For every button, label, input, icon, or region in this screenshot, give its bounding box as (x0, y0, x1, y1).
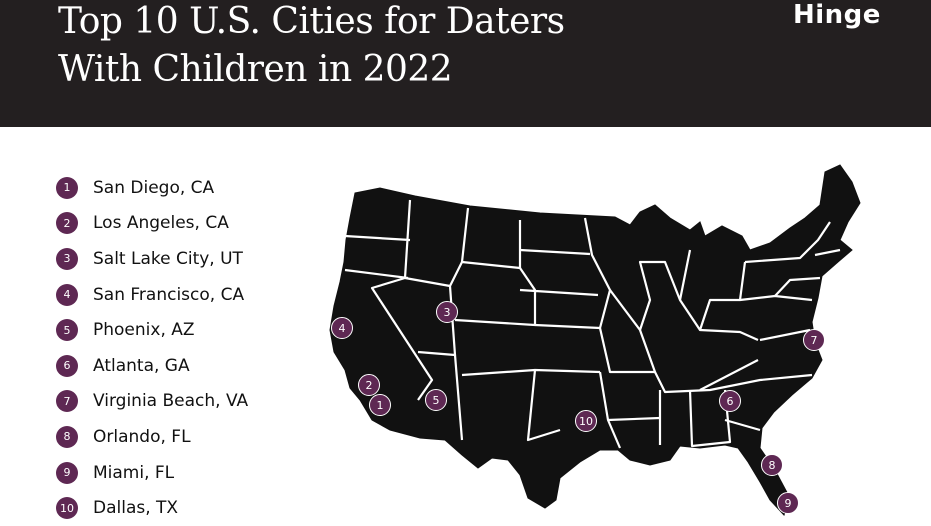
map-pin-los-angeles: 2 (358, 374, 380, 396)
rank-badge: 6 (56, 354, 78, 377)
rank-badge: 7 (56, 390, 78, 413)
title-line-2: With Children in 2022 (58, 49, 453, 90)
rank-badge: 3 (56, 247, 78, 270)
list-item: 3 Salt Lake City, UT (56, 241, 248, 277)
header-banner: Top 10 U.S. Cities for Daters With Child… (0, 0, 931, 127)
map-pin-san-diego: 1 (369, 394, 391, 416)
city-name: Los Angeles, CA (93, 213, 229, 234)
map-pin-virginia-beach: 7 (803, 329, 825, 351)
rank-badge: 9 (56, 461, 78, 484)
city-name: Dallas, TX (93, 498, 179, 519)
city-ranking-list: 1 San Diego, CA 2 Los Angeles, CA 3 Salt La… (56, 170, 248, 526)
list-item: 2 Los Angeles, CA (56, 206, 248, 242)
rank-badge: 4 (56, 283, 78, 306)
city-name: Virginia Beach, VA (93, 391, 249, 412)
rank-badge: 8 (56, 425, 78, 448)
list-item: 1 San Diego, CA (56, 170, 248, 206)
list-item: 10 Dallas, TX (56, 490, 248, 526)
list-item: 5 Phoenix, AZ (56, 312, 248, 348)
page-title: Top 10 U.S. Cities for Daters With Child… (58, 0, 565, 94)
rank-badge: 1 (56, 176, 78, 199)
rank-badge: 5 (56, 319, 78, 342)
city-name: Orlando, FL (93, 426, 191, 447)
list-item: 4 San Francisco, CA (56, 277, 248, 313)
list-item: 9 Miami, FL (56, 455, 248, 491)
map-pin-san-francisco: 4 (331, 317, 353, 339)
map-pin-atlanta: 6 (719, 390, 741, 412)
map-pin-miami: 9 (777, 492, 799, 514)
rank-badge: 10 (56, 497, 78, 520)
map-pin-dallas: 10 (575, 410, 597, 432)
city-name: San Diego, CA (93, 177, 215, 198)
city-name: Miami, FL (93, 462, 175, 483)
city-name: Salt Lake City, UT (93, 248, 243, 269)
map-pin-phoenix: 5 (425, 389, 447, 411)
hinge-logo: Hinge (793, 0, 881, 30)
map-pin-orlando: 8 (761, 454, 783, 476)
list-item: 6 Atlanta, GA (56, 348, 248, 384)
rank-badge: 2 (56, 212, 78, 235)
state-borders (344, 199, 841, 449)
city-name: Atlanta, GA (93, 355, 190, 376)
list-item: 8 Orlando, FL (56, 419, 248, 455)
city-name: Phoenix, AZ (93, 320, 195, 341)
title-line-1: Top 10 U.S. Cities for Daters (58, 1, 565, 42)
city-name: San Francisco, CA (93, 284, 245, 305)
map-pin-salt-lake-city: 3 (436, 301, 458, 323)
list-item: 7 Virginia Beach, VA (56, 384, 248, 420)
